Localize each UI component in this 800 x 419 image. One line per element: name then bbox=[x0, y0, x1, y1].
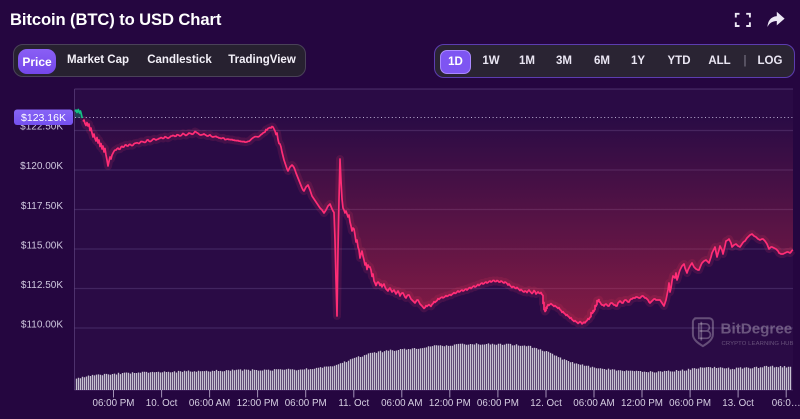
svg-text:12:00 PM: 12:00 PM bbox=[621, 398, 663, 409]
svg-text:06:00 AM: 06:00 AM bbox=[573, 398, 614, 409]
svg-text:06:0…: 06:0… bbox=[772, 398, 800, 409]
svg-text:12. Oct: 12. Oct bbox=[530, 398, 562, 409]
svg-text:06:00 PM: 06:00 PM bbox=[93, 398, 135, 409]
svg-text:$112.50K: $112.50K bbox=[21, 280, 63, 291]
svg-text:12:00 PM: 12:00 PM bbox=[237, 398, 279, 409]
svg-text:$115.00K: $115.00K bbox=[21, 241, 63, 252]
svg-text:BitDegree: BitDegree bbox=[721, 321, 793, 338]
svg-text:$122.50K: $122.50K bbox=[20, 122, 63, 133]
svg-text:06:00 PM: 06:00 PM bbox=[477, 398, 519, 409]
svg-text:12:00 PM: 12:00 PM bbox=[429, 398, 471, 409]
svg-text:06:00 AM: 06:00 AM bbox=[189, 398, 230, 409]
svg-text:$117.50K: $117.50K bbox=[21, 201, 63, 212]
svg-text:13. Oct: 13. Oct bbox=[722, 398, 754, 409]
svg-text:$110.00K: $110.00K bbox=[21, 320, 63, 331]
svg-text:10. Oct: 10. Oct bbox=[146, 398, 178, 409]
svg-text:$120.00K: $120.00K bbox=[20, 161, 63, 172]
svg-text:CRYPTO LEARNING HUB: CRYPTO LEARNING HUB bbox=[722, 341, 794, 347]
svg-text:06:00 AM: 06:00 AM bbox=[381, 398, 422, 409]
svg-text:06:00 PM: 06:00 PM bbox=[669, 398, 711, 409]
svg-text:06:00 PM: 06:00 PM bbox=[285, 398, 327, 409]
svg-text:$123.16K: $123.16K bbox=[21, 112, 66, 124]
svg-text:11. Oct: 11. Oct bbox=[338, 398, 369, 409]
